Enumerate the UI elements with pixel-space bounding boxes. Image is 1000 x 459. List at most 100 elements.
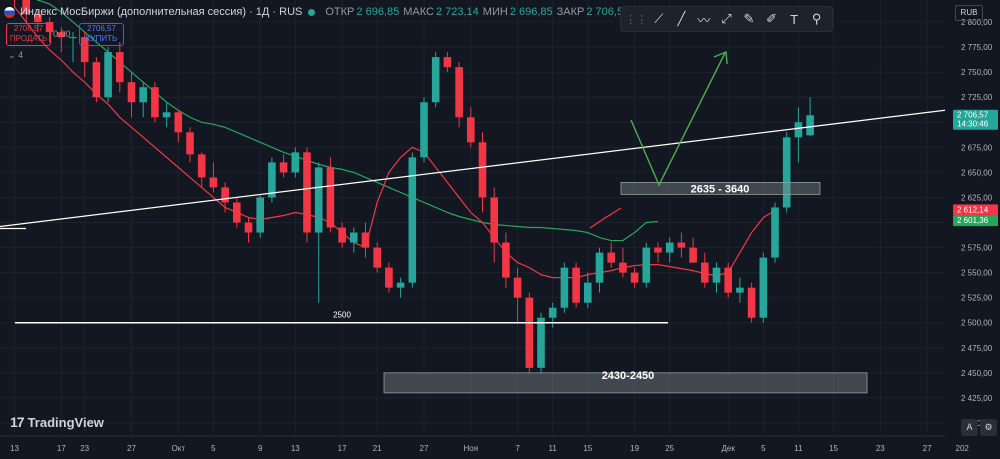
candle-body	[806, 115, 814, 136]
x-tick-label: Окт	[172, 444, 186, 453]
ray-icon[interactable]: ╱	[677, 11, 686, 26]
ma-fast-projection	[589, 207, 622, 229]
candle-body	[584, 282, 592, 303]
candle-body	[747, 287, 756, 318]
sell-label: ПРОДАТЬ	[9, 34, 48, 43]
chevron-down-icon: ⌄	[8, 50, 16, 60]
x-tick-label: 15	[583, 444, 592, 453]
candle-body	[303, 152, 311, 233]
open-label: ОТКР	[325, 6, 355, 18]
market-status-icon	[308, 8, 316, 16]
candle-body	[221, 187, 229, 203]
x-tick-label: 21	[373, 444, 382, 453]
russia-flag-icon	[4, 6, 15, 18]
y-tick-label: 2 650,00	[961, 168, 993, 177]
x-tick-label: 23	[876, 444, 885, 453]
candle-body	[104, 52, 112, 98]
y-tick-label: 2 675,00	[961, 143, 993, 152]
candle-body	[268, 162, 276, 198]
candle-body	[572, 267, 580, 303]
price-tag-bg	[953, 215, 998, 227]
low-label: МИН	[482, 6, 508, 18]
indicators-toggle[interactable]: ⌄ 4	[8, 50, 23, 61]
x-tick-label: 11	[549, 444, 558, 453]
candle-body	[408, 157, 417, 283]
indicator-count: 4	[18, 50, 24, 60]
candle-body	[560, 267, 569, 308]
sell-button[interactable]: 2706,57 ПРОДАТЬ	[6, 23, 51, 46]
time-axis[interactable]: 13 17 23 27 Окт 5 9 13 17 21 27 Ноя 7 11 15 19 25 Дек 5 11 1…	[0, 435, 969, 453]
close-label: ЗАКР	[556, 6, 585, 18]
candle-body	[502, 242, 510, 278]
measure-icon[interactable]: ⤢	[721, 11, 732, 26]
candle-body	[771, 207, 779, 258]
pen-icon[interactable]: ✐	[766, 11, 777, 26]
candle-body	[139, 87, 147, 103]
brush-icon[interactable]: ✎	[743, 11, 755, 26]
x-tick-label: 19	[630, 444, 639, 453]
candle-body	[127, 82, 136, 103]
x-tick-label: 27	[420, 444, 429, 453]
y-tick-label: 2 800,00	[961, 18, 993, 27]
tradingview-logo[interactable]: 17 TradingView	[10, 414, 104, 430]
candle-body	[291, 152, 300, 173]
y-tick-label: 2 775,00	[961, 43, 993, 52]
candle-body	[724, 267, 732, 293]
text-icon[interactable]: T	[790, 11, 799, 27]
y-tick-label: 2 450,00	[961, 369, 993, 378]
x-tick-label: 27	[127, 444, 136, 453]
candle-body	[45, 22, 54, 33]
price-tag-bg	[953, 204, 998, 216]
path-icon[interactable]: 〰	[697, 12, 711, 28]
drawings[interactable]: 2500 2635 - 3640 2430-2450	[0, 50, 946, 394]
x-tick-label: 9	[258, 444, 263, 453]
x-tick-label: 23	[80, 444, 89, 453]
symbol-title[interactable]: Индекс МосБиржи (дополнительная сессия) …	[20, 6, 303, 18]
x-tick-label: 17	[57, 444, 66, 453]
candle-body	[431, 57, 440, 103]
x-tick-label: 17	[338, 444, 347, 453]
candle-body	[513, 277, 522, 298]
price-axis[interactable]: 2 400,002 425,002 450,002 475,002 500,00…	[945, 0, 1000, 459]
candle-body	[233, 202, 241, 223]
candle-body	[279, 162, 288, 173]
candle-body	[677, 242, 686, 248]
candle-body	[162, 112, 171, 118]
projection-arrow-head	[713, 50, 728, 65]
x-tick-label: 25	[665, 444, 674, 453]
candle-body	[712, 267, 721, 283]
drawing-toolbar: ⋮⋮ ⟋ ╱ 〰 ⤢ ✎ ✐ T ⚲	[620, 6, 833, 32]
settings-gear-icon[interactable]: ⚙	[980, 419, 997, 436]
tradingview-icon: 17	[10, 414, 25, 430]
buy-button[interactable]: 2706,57 КУПИТЬ	[79, 23, 124, 46]
x-tick-label: 11	[794, 444, 803, 453]
candle-body	[396, 282, 405, 288]
candle-body	[326, 167, 335, 228]
candle-body	[34, 14, 42, 23]
candle-body	[537, 317, 545, 368]
support-label-2500: 2500	[333, 311, 351, 320]
candle-body	[665, 242, 674, 253]
candle-body	[197, 154, 206, 178]
currency-selector[interactable]: RUB	[955, 5, 983, 21]
candle-body	[244, 222, 253, 233]
price-tag-value: 2 706,57	[957, 111, 989, 120]
y-tick-label: 2 625,00	[961, 193, 993, 202]
x-tick-label: 27	[923, 444, 932, 453]
x-tick-label: 7	[515, 444, 520, 453]
logo-text: TradingView	[27, 414, 104, 430]
high-label: МАКС	[403, 6, 434, 18]
candle-body	[490, 197, 498, 243]
x-tick-label: Дек	[722, 444, 736, 453]
candle-body	[619, 262, 627, 273]
x-tick-label: 15	[829, 444, 838, 453]
candle-body	[22, 0, 30, 15]
price-tag-bg	[953, 109, 998, 130]
fib-icon[interactable]: ⚲	[811, 11, 822, 26]
auto-scale-button[interactable]: A	[961, 419, 978, 436]
drag-icon[interactable]: ⋮⋮	[625, 13, 648, 26]
candle-body	[385, 267, 393, 288]
symbol-header: Индекс МосБиржи (дополнительная сессия) …	[4, 4, 714, 20]
trend-line-icon[interactable]: ⟋	[654, 11, 664, 26]
